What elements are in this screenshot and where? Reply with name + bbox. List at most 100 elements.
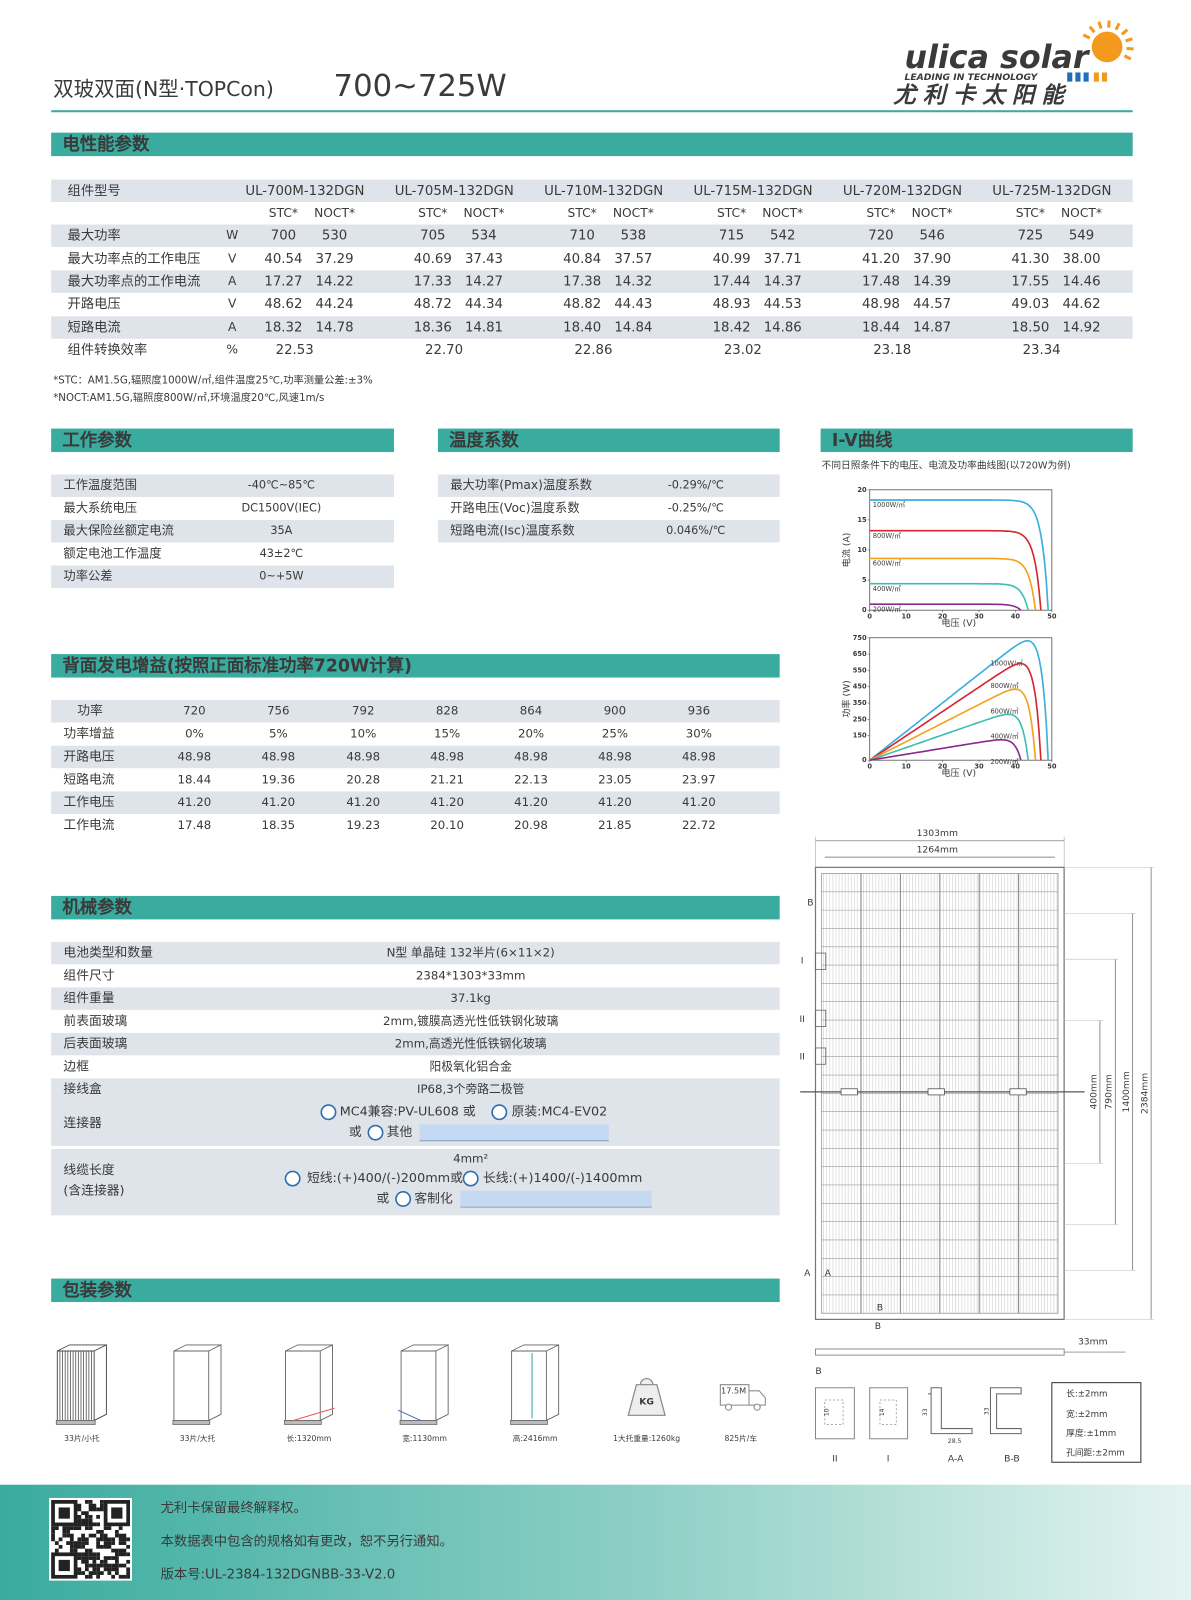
cell-value: 41.30 [1011,252,1049,267]
section-marker: II [799,1052,804,1063]
qr-module [96,1537,101,1542]
condition-label: NOCT* [762,206,803,220]
logo-ray [1114,22,1121,31]
qr-module [92,1571,97,1575]
qr-module [99,1571,104,1575]
section-label: II [832,1454,837,1465]
qr-module [58,1537,63,1542]
qr-module [77,1507,82,1512]
model-name: UL-700M-132DGN [245,184,364,199]
qr-module [103,1567,108,1572]
cell-value: 48.72 [414,297,452,312]
cell-value: 17.33 [414,275,452,290]
condition-label: NOCT* [912,206,953,220]
qr-module [118,1548,123,1553]
row-label: 短路电流(Isc)温度系数 [450,523,574,538]
radio-option [462,1170,479,1187]
option-text: 原装:MC4-EV02 [512,1105,608,1120]
cell-value: 48.98 [598,749,632,763]
qr-module [84,1567,89,1572]
qr-module [81,1571,85,1575]
cell-value: 18.50 [1011,321,1049,336]
qr-module [92,1563,97,1568]
qr-module [114,1567,119,1572]
cell-value: 23.18 [873,343,911,358]
cell-value: 18.36 [414,321,452,336]
row-label: 短路电流 [63,771,114,787]
qr-module [84,1541,89,1545]
axis-title: 电流 (A) [841,533,853,568]
cell-value: 48.98 [430,749,464,763]
iv-curve [869,582,1029,611]
tolerance-text: 孔间距:±2mm [1066,1448,1125,1459]
section-label: B-B [1004,1454,1020,1465]
cell-value: 44.62 [1063,297,1101,312]
logo-stripe [1083,72,1089,82]
dimension-label: 1303mm [917,828,958,839]
qr-module [96,1544,101,1549]
row-label: 线缆长度 [63,1162,114,1178]
cell-value: 17.38 [563,275,601,290]
weight-icon [627,1377,666,1416]
qr-module [69,1548,74,1553]
cell-value: 14.37 [764,275,802,290]
qr-module [122,1552,127,1557]
logo-ray [1123,54,1132,61]
condition-label: STC* [418,206,447,220]
iv-curve [869,529,1042,611]
pallet [399,1420,438,1425]
logo-ray [1107,20,1111,28]
qr-module [81,1518,85,1523]
unit: V [228,297,237,311]
qr-module [88,1526,93,1530]
header-rule [51,110,1133,113]
logo-name: ulica solar [905,40,1091,76]
cell-value: 17.48 [862,275,900,290]
qr-module [103,1541,108,1545]
qr-module [118,1533,123,1538]
cell-value: 17.44 [713,275,751,290]
cell-value: 23.34 [1023,343,1061,358]
dimension-label: 790mm [1104,1074,1115,1109]
qr-module [81,1541,85,1545]
cell-value: 23.97 [682,772,716,786]
qr-module [66,1533,70,1538]
qr-module [73,1541,78,1545]
package-box [400,1344,449,1421]
section-view [869,1387,909,1440]
cell-value: 864 [520,704,542,718]
condition-label: STC* [269,206,298,220]
section-heading-bar [437,428,780,453]
qr-module [84,1556,89,1560]
section-view [814,1387,855,1440]
iv-curve [869,688,1037,761]
y-tick-label: 5 [862,576,867,584]
qr-module [103,1559,108,1564]
qr-module [118,1526,123,1530]
qr-finder [58,1559,70,1572]
qr-module [122,1537,127,1542]
qr-module [103,1544,108,1549]
cell-value: 715 [719,229,744,244]
qr-module [84,1563,89,1568]
qr-module [96,1571,101,1575]
qr-module [84,1511,89,1516]
profile-dimension: 14 [879,1408,886,1416]
cell-value: 22.13 [514,772,548,786]
cell-value: 48.93 [713,297,751,312]
cell-value: 17.55 [1011,275,1049,290]
cell-value: DC1500V(IEC) [241,501,321,514]
table-row-bg [51,474,394,497]
curve-label: 1000W/㎡ [990,658,1023,667]
x-tick-label: 10 [902,762,912,770]
qr-module [88,1548,93,1553]
qr-module [51,1526,55,1530]
pallet [172,1420,211,1425]
table-row-bg [51,565,394,588]
qr-module [122,1574,127,1579]
model-name: UL-720M-132DGN [843,184,962,199]
logo-ray [1097,21,1103,29]
cell-value: 18.42 [713,321,751,336]
qr-module [111,1537,116,1542]
qr-module [103,1526,108,1530]
